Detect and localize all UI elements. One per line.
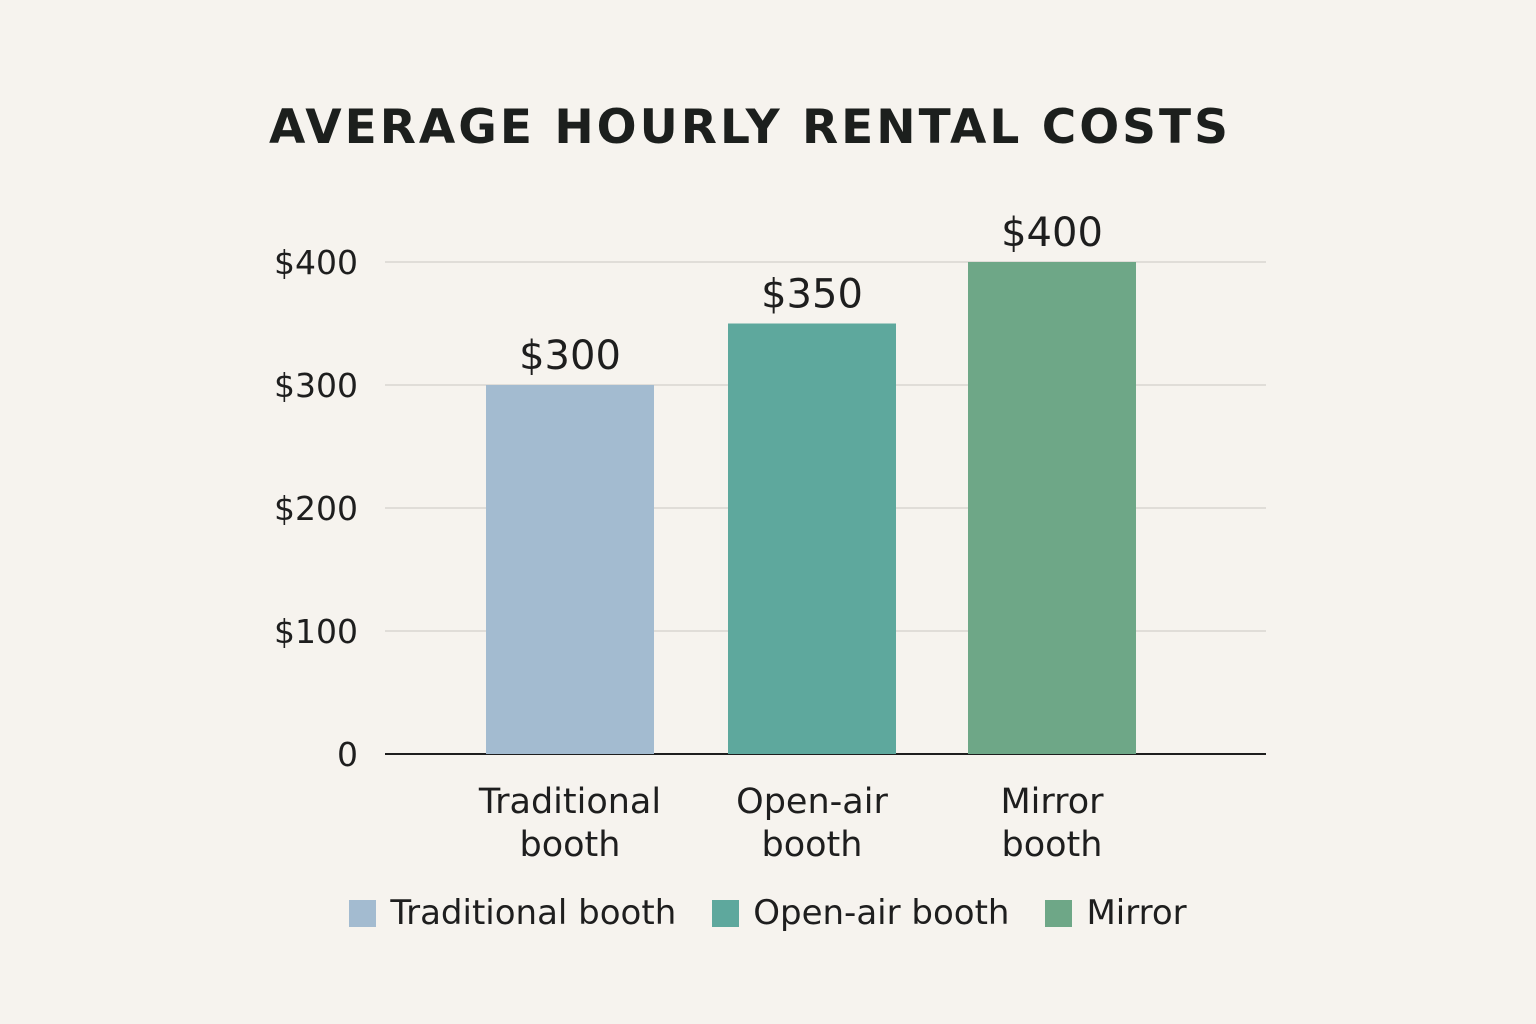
legend-label-traditional-booth: Traditional booth <box>390 893 677 933</box>
legend-label-open-air-booth: Open-air booth <box>753 893 1010 933</box>
data-label: $350 <box>761 272 863 318</box>
bar <box>728 323 896 754</box>
legend-item-traditional-booth: Traditional booth <box>349 893 676 933</box>
legend-swatch-mirror <box>1045 899 1073 927</box>
y-tick-label: $400 <box>274 243 358 282</box>
legend-item-mirror: Mirror <box>1045 893 1187 933</box>
bar <box>486 385 654 754</box>
x-tick-label: booth <box>520 825 621 865</box>
legend-label-mirror: Mirror <box>1086 893 1187 933</box>
x-tick-label: Open-air <box>736 782 888 822</box>
chart-title: AVERAGE HOURLY RENTAL COSTS <box>269 100 1231 155</box>
y-tick-label: $300 <box>274 366 358 405</box>
data-label: $300 <box>519 333 621 379</box>
data-label: $400 <box>1001 210 1103 256</box>
x-tick-label: booth <box>1002 825 1103 865</box>
legend-item-open-air-booth: Open-air booth <box>712 893 1009 933</box>
x-tick-label: booth <box>762 825 863 865</box>
x-tick-label: Traditional <box>478 782 661 822</box>
y-tick-label: 0 <box>337 735 358 774</box>
bar <box>968 262 1136 754</box>
legend-swatch-open-air-booth <box>712 899 740 927</box>
y-tick-label: $100 <box>274 612 358 651</box>
legend: Traditional booth Open-air booth Mirror <box>0 893 1536 933</box>
x-tick-label: Mirror <box>1000 782 1104 822</box>
y-tick-label: $200 <box>274 489 358 528</box>
legend-swatch-traditional-booth <box>349 899 377 927</box>
